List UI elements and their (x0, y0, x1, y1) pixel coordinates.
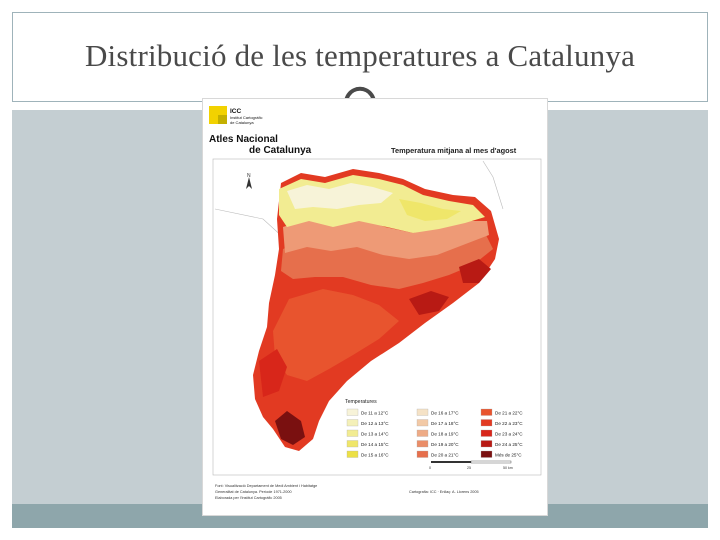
legend-swatch (480, 419, 493, 427)
source-line3: Elaborada per l'Institut Cartogràfic 200… (215, 496, 282, 500)
logo-sub2: de Catalunya (230, 120, 254, 125)
credits: Cartografia: ICC · Enllaç: A. Llorens 20… (409, 490, 479, 494)
legend-swatch (480, 440, 493, 448)
legend-label: De 16 a 17°C (431, 410, 459, 415)
north-arrow-icon (246, 177, 252, 189)
scale-label-2: 50 km (503, 466, 513, 470)
scale-label-0: 0 (429, 466, 431, 470)
legend-swatch (346, 440, 359, 448)
legend-swatch (416, 419, 429, 427)
region-hottest-central (409, 291, 449, 315)
region-hot-west (259, 349, 287, 397)
legend-swatch (416, 450, 429, 458)
legend-label: De 20 a 21°C (431, 452, 459, 457)
legend-label: De 11 a 12°C (361, 410, 389, 415)
legend-label: De 12 a 13°C (361, 421, 389, 426)
map-title: Temperatura mitjana al mes d'agost (391, 146, 517, 155)
region-high-peaks-east (399, 199, 461, 221)
legend-swatch (416, 440, 429, 448)
legend-label: De 23 a 24°C (495, 431, 523, 436)
logo-text: ICC (230, 108, 242, 115)
legend-label: De 17 a 18°C (431, 421, 459, 426)
source-line2: Generalitat de Catalunya. Període 1971-2… (215, 490, 292, 494)
legend-swatch (346, 429, 359, 437)
legend-label: De 15 a 16°C (361, 452, 389, 457)
legend-title: Temperatures (345, 399, 377, 405)
scale-bar (431, 460, 512, 464)
legend-label: Més de 25°C (495, 452, 522, 457)
atlas-title-line1: Atles Nacional (209, 134, 278, 145)
logo-sub1: Institut Cartogràfic (230, 115, 262, 120)
legend-swatch (346, 419, 359, 427)
source-line1: Font: Visualització Departament de Medi … (215, 484, 317, 488)
legend-label: De 21 a 22°C (495, 410, 523, 415)
region-high-peaks (287, 183, 393, 209)
icc-logo-icon (209, 106, 227, 124)
temperature-map-figure: ICC Institut Cartogràfic de Catalunya At… (202, 98, 548, 516)
legend-swatch (416, 429, 429, 437)
legend-label: De 13 a 14°C (361, 431, 389, 436)
legend-label: De 14 a 15°C (361, 442, 389, 447)
legend-label: De 19 a 20°C (431, 442, 459, 447)
region-plains (273, 289, 399, 381)
legend-label: De 24 a 25°C (495, 442, 523, 447)
region-hottest-coast (459, 259, 491, 283)
legend-swatch (416, 408, 429, 416)
slide-title: Distribució de les temperatures a Catalu… (84, 38, 636, 73)
region-hottest-ebro (275, 411, 305, 445)
atlas-title-line2: de Catalunya (249, 145, 312, 156)
legend-swatch (346, 408, 359, 416)
legend-swatch (480, 450, 493, 458)
legend-swatch (480, 408, 493, 416)
border-line (214, 208, 286, 240)
scale-label-1: 25 (467, 466, 471, 470)
legend: De 11 a 12°C De 12 a 13°C De 13 a 14°C De 1… (346, 408, 523, 458)
legend-label: De 18 a 19°C (431, 431, 459, 436)
legend-swatch (346, 450, 359, 458)
legend-swatch (480, 429, 493, 437)
border-line (482, 160, 504, 210)
legend-label: De 22 a 23°C (495, 421, 523, 426)
north-label: N (247, 173, 251, 179)
